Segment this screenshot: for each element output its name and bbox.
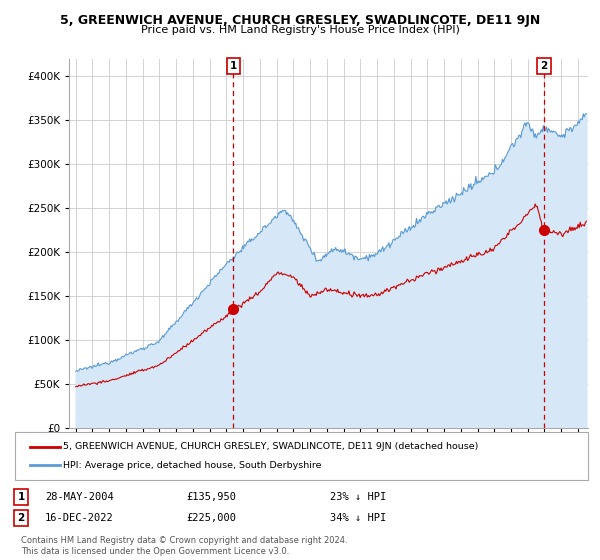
Text: 5, GREENWICH AVENUE, CHURCH GRESLEY, SWADLINCOTE, DE11 9JN: 5, GREENWICH AVENUE, CHURCH GRESLEY, SWA… (60, 14, 540, 27)
Text: 5, GREENWICH AVENUE, CHURCH GRESLEY, SWADLINCOTE, DE11 9JN (detached house): 5, GREENWICH AVENUE, CHURCH GRESLEY, SWA… (63, 442, 478, 451)
Text: 1: 1 (17, 492, 25, 502)
Text: 2: 2 (540, 60, 547, 71)
Text: 34% ↓ HPI: 34% ↓ HPI (330, 513, 386, 523)
Text: £135,950: £135,950 (186, 492, 236, 502)
Text: 2: 2 (17, 513, 25, 523)
Text: Price paid vs. HM Land Registry's House Price Index (HPI): Price paid vs. HM Land Registry's House … (140, 25, 460, 35)
Text: 1: 1 (230, 60, 237, 71)
Text: Contains HM Land Registry data © Crown copyright and database right 2024.
This d: Contains HM Land Registry data © Crown c… (21, 536, 347, 556)
Text: £225,000: £225,000 (186, 513, 236, 523)
Text: 28-MAY-2004: 28-MAY-2004 (45, 492, 114, 502)
Text: 16-DEC-2022: 16-DEC-2022 (45, 513, 114, 523)
Text: 23% ↓ HPI: 23% ↓ HPI (330, 492, 386, 502)
Text: HPI: Average price, detached house, South Derbyshire: HPI: Average price, detached house, Sout… (63, 461, 322, 470)
